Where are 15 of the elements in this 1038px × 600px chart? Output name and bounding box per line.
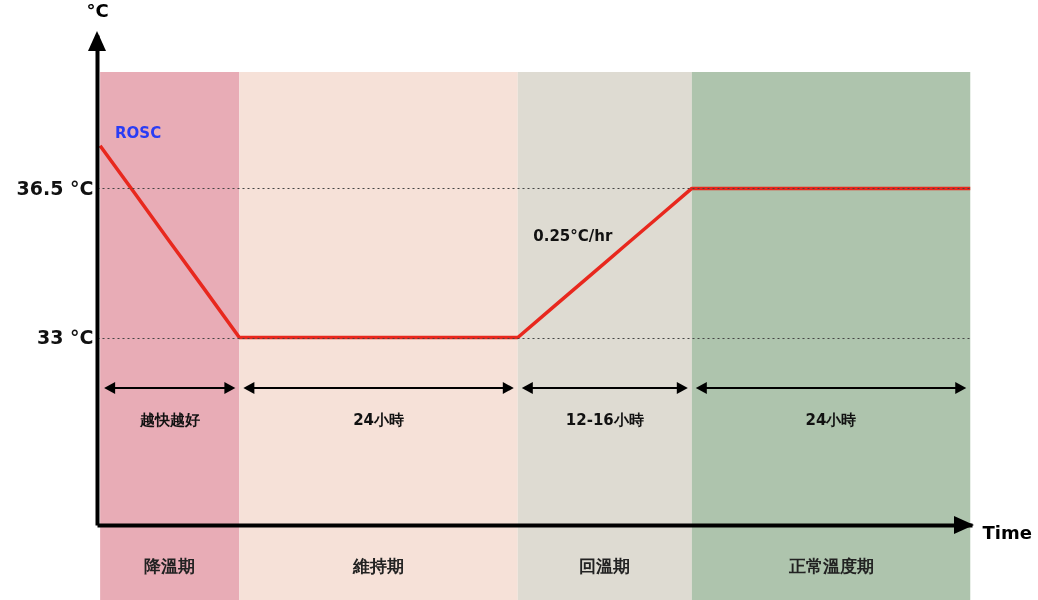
y-tick-label: 33 °C [37, 326, 94, 349]
text: 維持期 [352, 556, 405, 576]
x-axis-title: Time [982, 521, 1032, 543]
text: 正常溫度期 [787, 556, 874, 576]
text: 降溫期 [144, 556, 196, 576]
annotation: ROSC [115, 124, 162, 143]
line-series [98, 144, 973, 340]
y-tick-label: 36.5 °C [16, 176, 94, 199]
annotation: 24小時 [353, 410, 405, 429]
annotation: 越快越好 [138, 410, 200, 429]
text: 回溫期 [579, 556, 631, 576]
annotation: 24小時 [805, 410, 857, 429]
annotation: 12-16小時 [565, 410, 644, 429]
annotation: 0.25°C/hr [533, 227, 613, 246]
y-axis-title: °C [86, 0, 109, 21]
